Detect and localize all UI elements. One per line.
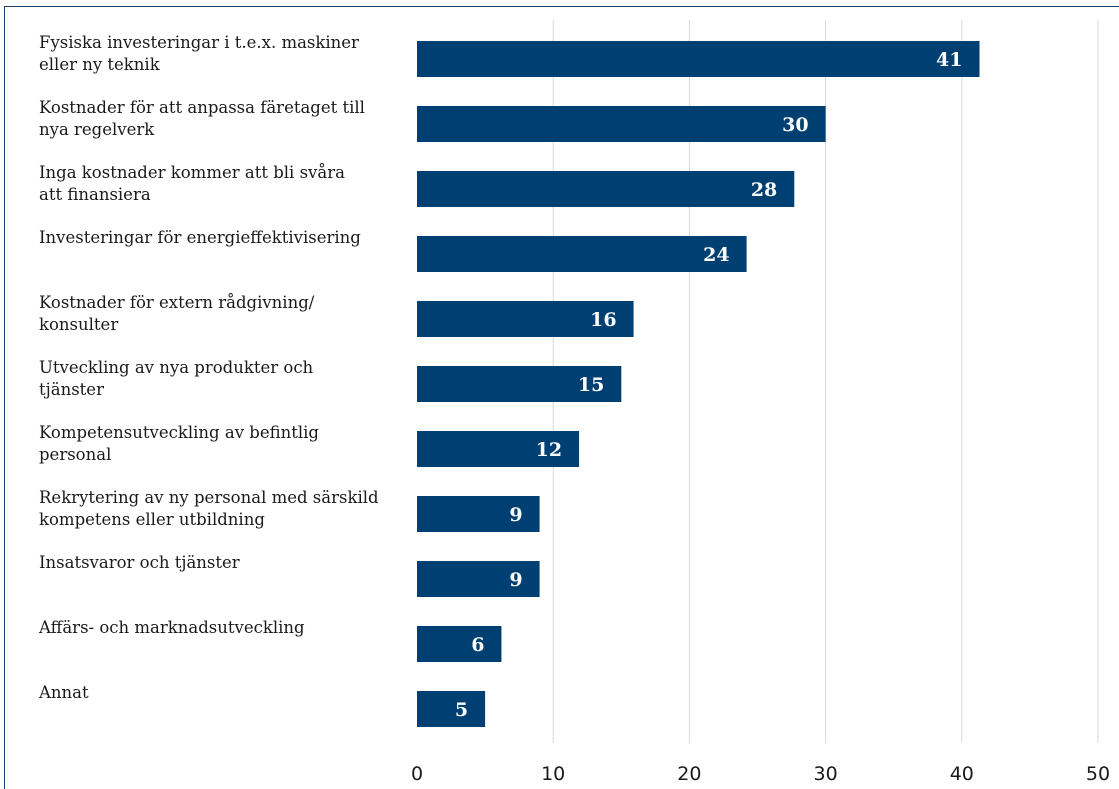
- bar: [417, 431, 580, 467]
- bar: [417, 106, 826, 142]
- bar: [417, 236, 747, 272]
- bar: [417, 366, 622, 402]
- value-label: 28: [751, 179, 777, 201]
- category-label: Kostnader för att anpassa färetaget till…: [39, 98, 365, 139]
- category-label: Kompetensutveckling av befintlig personal: [39, 423, 319, 464]
- bar: [417, 301, 634, 337]
- category-label: Annat: [38, 683, 89, 702]
- x-tick-label: 40: [950, 763, 974, 785]
- category-label: Rekrytering av ny personal med särskild k…: [39, 488, 379, 529]
- bar: [417, 561, 540, 597]
- category-label: Kostnader för extern rådgivning/konsulte…: [39, 293, 315, 334]
- x-tick-label: 50: [1086, 763, 1110, 785]
- value-label: 12: [536, 439, 562, 461]
- value-label: 16: [590, 309, 616, 331]
- chart-frame: [4, 6, 1119, 789]
- category-label: Investeringar för energieffektivisering: [39, 228, 361, 247]
- value-label: 24: [703, 244, 729, 266]
- x-tick-label: 10: [541, 763, 565, 785]
- bar: [417, 171, 795, 207]
- category-label: Insatsvaror och tjänster: [39, 553, 240, 572]
- value-label: 9: [509, 504, 522, 526]
- value-label: 6: [471, 634, 484, 656]
- value-label: 30: [782, 114, 808, 136]
- bar: [417, 626, 502, 662]
- value-label: 5: [455, 699, 468, 721]
- x-tick-label: 20: [677, 763, 701, 785]
- category-label: Affärs- och marknadsutveckling: [38, 618, 305, 637]
- category-label: Fysiska investeringar i t.e.x. maskiner e…: [39, 33, 359, 74]
- category-label: Utveckling av nya produkter och tjänster: [39, 358, 314, 399]
- bar: [417, 496, 540, 532]
- x-tick-label: 30: [814, 763, 838, 785]
- category-label: Inga kostnader kommer att bli svåra att f…: [39, 163, 345, 204]
- value-label: 15: [578, 374, 604, 396]
- bar: [417, 41, 980, 77]
- value-label: 9: [509, 569, 522, 591]
- bar: [417, 691, 486, 727]
- value-label: 41: [936, 49, 962, 71]
- x-tick-label: 0: [411, 763, 423, 785]
